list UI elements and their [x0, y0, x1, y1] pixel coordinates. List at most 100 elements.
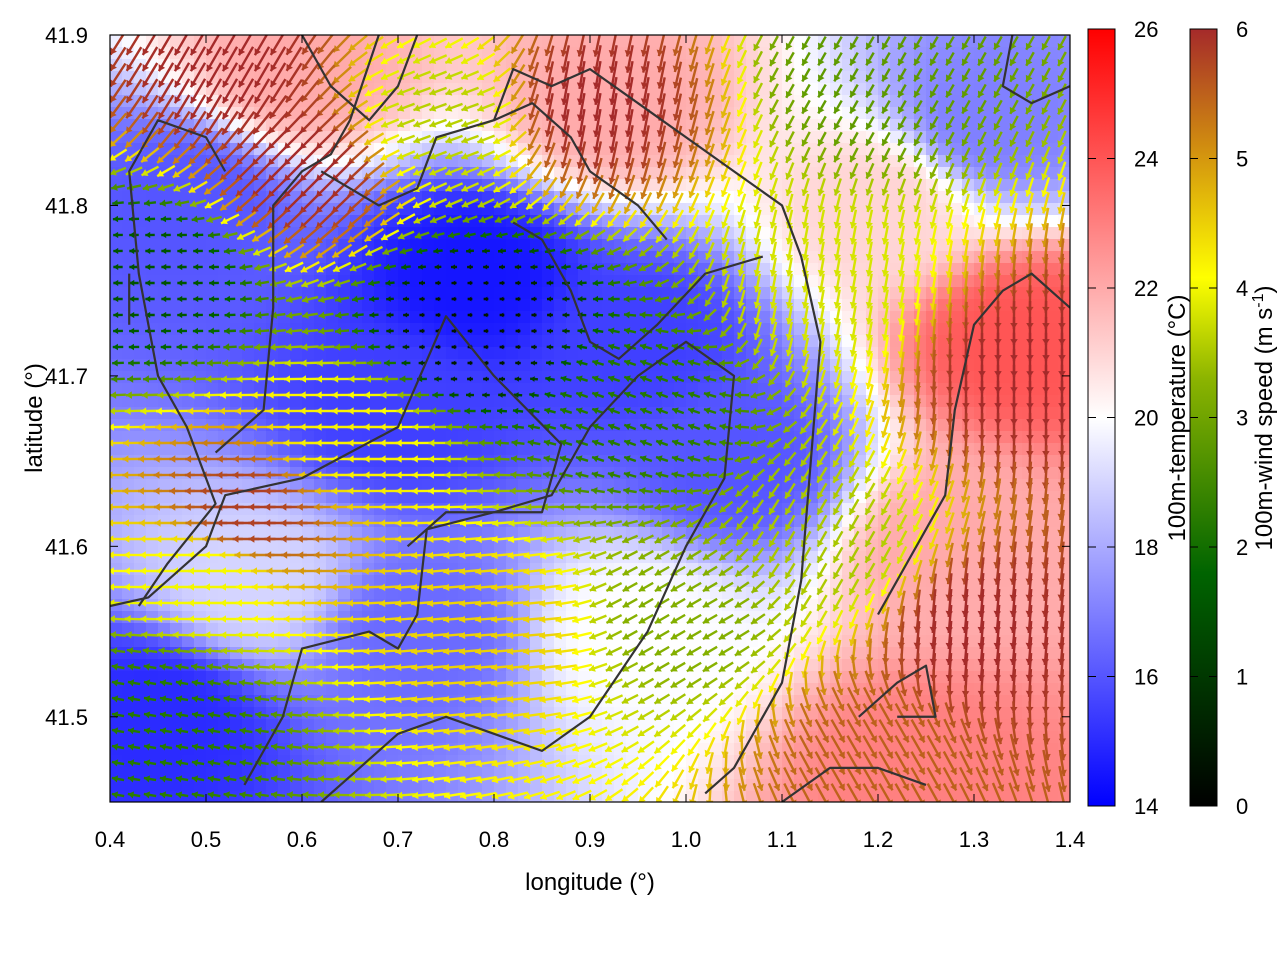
heatmap-cell	[566, 47, 579, 60]
heatmap-cell	[542, 275, 555, 288]
heatmap-cell	[518, 263, 531, 276]
heatmap-cell	[614, 179, 627, 192]
heatmap-cell	[182, 191, 195, 204]
heatmap-cell	[434, 479, 447, 492]
heatmap-cell	[206, 371, 219, 384]
heatmap-cell	[554, 491, 567, 504]
heatmap-cell	[698, 179, 711, 192]
heatmap-cell	[338, 395, 351, 408]
heatmap-cell	[518, 179, 531, 192]
heatmap-cell	[542, 299, 555, 312]
heatmap-cell	[110, 311, 123, 324]
heatmap-cell	[122, 635, 135, 648]
heatmap-cell	[110, 215, 123, 228]
heatmap-cell	[518, 119, 531, 132]
heatmap-cell	[386, 467, 399, 480]
heatmap-cell	[122, 119, 135, 132]
heatmap-cell	[542, 311, 555, 324]
heatmap-cell	[806, 47, 819, 60]
heatmap-cell	[446, 419, 459, 432]
heatmap-cell	[374, 359, 387, 372]
heatmap-cell	[506, 287, 519, 300]
heatmap-cell	[146, 215, 159, 228]
heatmap-cell	[710, 83, 723, 96]
heatmap-cell	[470, 95, 483, 108]
heatmap-cell	[530, 647, 543, 660]
heatmap-cell	[494, 143, 507, 156]
heatmap-cell	[482, 551, 495, 564]
heatmap-cell	[194, 587, 207, 600]
heatmap-cell	[182, 731, 195, 744]
heatmap-cell	[194, 299, 207, 312]
heatmap-cell	[758, 47, 771, 60]
heatmap-cell	[1034, 47, 1047, 60]
heatmap-cell	[1046, 143, 1059, 156]
heatmap-cell	[254, 479, 267, 492]
heatmap-cell	[338, 359, 351, 372]
heatmap-cell	[146, 395, 159, 408]
heatmap-cell	[434, 443, 447, 456]
heatmap-cell	[326, 551, 339, 564]
heatmap-cell	[386, 707, 399, 720]
heatmap-cell	[554, 323, 567, 336]
heatmap-cell	[482, 299, 495, 312]
heatmap-cell	[1058, 407, 1070, 420]
heatmap-cell	[494, 383, 507, 396]
heatmap-cell	[1046, 299, 1059, 312]
heatmap-cell	[554, 35, 567, 48]
heatmap-cell	[446, 47, 459, 60]
heatmap-cell	[998, 167, 1011, 180]
heatmap-cell	[266, 683, 279, 696]
heatmap-cell	[422, 383, 435, 396]
heatmap-cell	[950, 407, 963, 420]
heatmap-cell	[194, 407, 207, 420]
heatmap-cell	[506, 335, 519, 348]
heatmap-cell	[230, 299, 243, 312]
heatmap-cell	[650, 671, 663, 684]
heatmap-cell	[434, 107, 447, 120]
heatmap-cell	[518, 251, 531, 264]
heatmap-cell	[194, 647, 207, 660]
heatmap-cell	[122, 395, 135, 408]
heatmap-cell	[206, 647, 219, 660]
heatmap-cell	[398, 299, 411, 312]
heatmap-cell	[806, 179, 819, 192]
heatmap-cell	[494, 335, 507, 348]
heatmap-cell	[446, 347, 459, 360]
heatmap-cell	[230, 695, 243, 708]
heatmap-cell	[314, 563, 327, 576]
heatmap-cell	[434, 551, 447, 564]
heatmap-cell	[206, 35, 219, 48]
heatmap-cell	[854, 47, 867, 60]
heatmap-cell	[290, 95, 303, 108]
heatmap-cell	[182, 239, 195, 252]
heatmap-cell	[398, 263, 411, 276]
heatmap-cell	[482, 59, 495, 72]
heatmap-cell	[434, 155, 447, 168]
heatmap-cell	[950, 683, 963, 696]
heatmap-cell	[782, 275, 795, 288]
heatmap-cell	[302, 131, 315, 144]
heatmap-cell	[134, 731, 147, 744]
heatmap-cell	[518, 71, 531, 84]
heatmap-cell	[386, 527, 399, 540]
heatmap-cell	[494, 299, 507, 312]
heatmap-cell	[206, 191, 219, 204]
heatmap-cell	[470, 419, 483, 432]
heatmap-cell	[266, 455, 279, 468]
heatmap-cell	[182, 683, 195, 696]
heatmap-cell	[146, 563, 159, 576]
heatmap-cell	[422, 299, 435, 312]
heatmap-cell	[938, 95, 951, 108]
heatmap-cell	[206, 443, 219, 456]
heatmap-cell	[614, 203, 627, 216]
heatmap-cell	[302, 107, 315, 120]
heatmap-cell	[650, 71, 663, 84]
heatmap-cell	[338, 539, 351, 552]
heatmap-cell	[434, 251, 447, 264]
heatmap-cell	[338, 119, 351, 132]
heatmap-cell	[278, 155, 291, 168]
heatmap-cell	[386, 407, 399, 420]
heatmap-cell	[410, 407, 423, 420]
heatmap-cell	[254, 155, 267, 168]
